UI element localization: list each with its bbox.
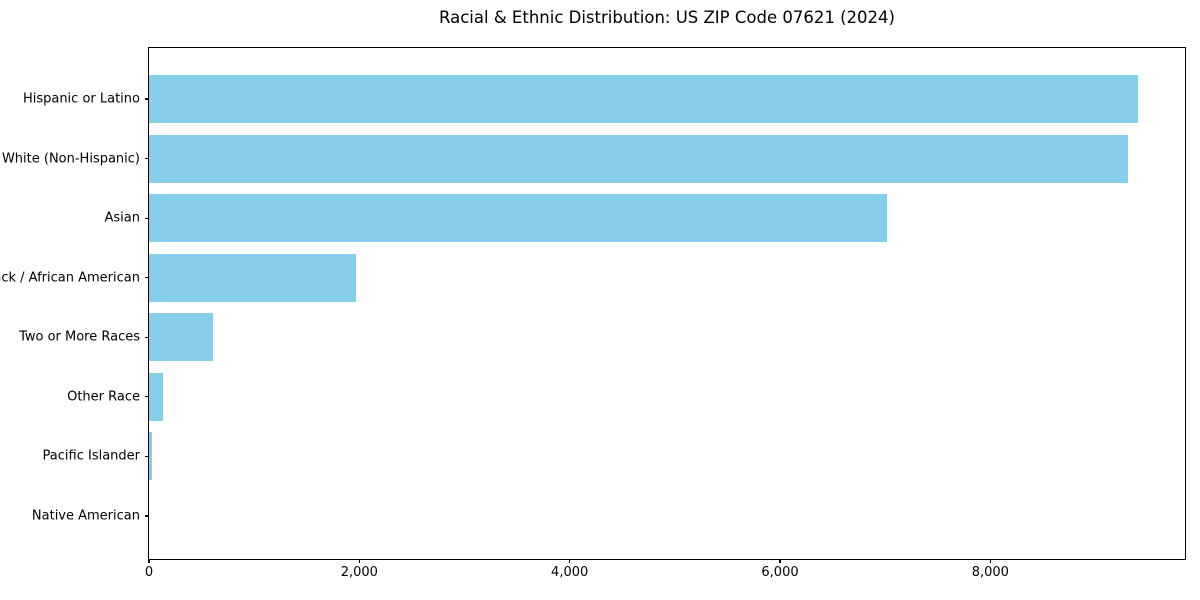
bar-white-non-hispanic (149, 134, 1129, 183)
x-tick-label: 4,000 (551, 565, 589, 580)
bar-asian (149, 194, 888, 243)
y-tick-label: White (Non-Hispanic) (1, 151, 140, 167)
x-tick-label: 8,000 (971, 565, 1009, 580)
bar-two-or-more-races (149, 313, 213, 362)
y-tick-mark (145, 396, 149, 398)
x-tick-mark (358, 559, 360, 563)
chart-title: Racial & Ethnic Distribution: US ZIP Cod… (439, 8, 895, 27)
bar-black-african-american (149, 253, 357, 302)
x-tick-mark (148, 559, 150, 563)
y-tick-label: Other Race (67, 389, 140, 405)
y-tick-label: Native American (31, 508, 140, 524)
y-tick-label: Hispanic or Latino (22, 91, 140, 107)
y-tick-mark (145, 515, 149, 517)
x-tick-label: 2,000 (340, 565, 378, 580)
y-tick-mark (145, 217, 149, 219)
y-tick-label: Two or More Races (19, 329, 140, 345)
y-tick-mark (145, 455, 149, 457)
y-tick-label: Pacific Islander (42, 448, 140, 464)
bar-hispanic-or-latino (149, 75, 1138, 123)
x-tick-label: 6,000 (761, 565, 799, 580)
y-tick-label: Asian (104, 210, 140, 226)
bar-other-race (149, 372, 164, 421)
y-tick-label: Black / African American (0, 270, 140, 286)
y-tick-mark (145, 277, 149, 279)
x-tick-mark (779, 559, 781, 563)
y-tick-mark (145, 157, 149, 160)
y-tick-mark (145, 336, 149, 338)
y-tick-mark (145, 98, 149, 100)
x-tick-label: 0 (144, 565, 154, 580)
x-tick-mark (569, 559, 571, 563)
plot-area: Hispanic or Latino White (Non-Hispanic) As… (0, 47, 1186, 580)
bar-pacific-islander (149, 432, 153, 481)
x-tick-mark (989, 559, 991, 563)
